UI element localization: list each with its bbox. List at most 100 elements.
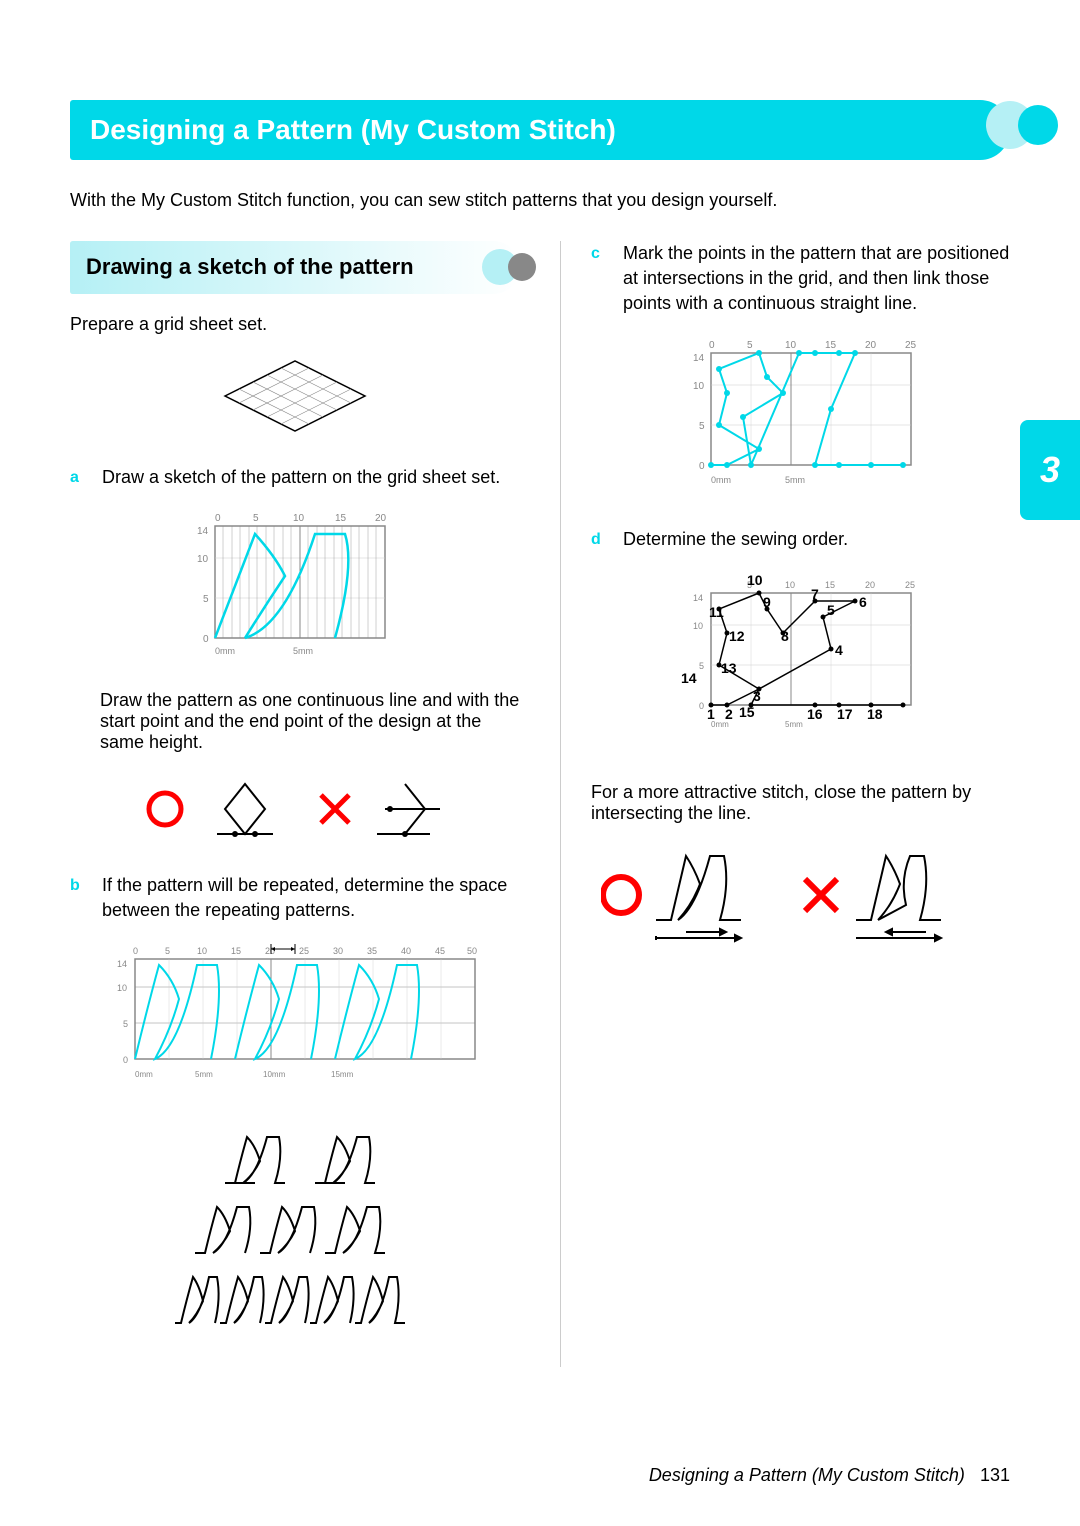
- svg-text:14: 14: [693, 353, 705, 364]
- svg-text:12: 12: [729, 628, 745, 644]
- step-c-text: Mark the points in the pattern that are …: [623, 241, 1010, 317]
- svg-text:0mm: 0mm: [215, 646, 235, 656]
- right-column: c Mark the points in the pattern that ar…: [560, 241, 1010, 1367]
- svg-text:14: 14: [197, 526, 209, 537]
- step-d-text: Determine the sewing order.: [623, 527, 848, 552]
- footer-page-number: 131: [980, 1465, 1010, 1485]
- svg-text:16: 16: [807, 706, 823, 722]
- svg-text:5: 5: [827, 602, 835, 618]
- svg-text:14: 14: [693, 593, 703, 603]
- svg-text:1: 1: [707, 706, 715, 722]
- step-d: d Determine the sewing order.: [591, 527, 1010, 552]
- intro-text: With the My Custom Stitch function, you …: [70, 190, 1010, 211]
- svg-text:15: 15: [825, 340, 837, 351]
- sub-header: Drawing a sketch of the pattern: [70, 241, 520, 294]
- svg-text:10: 10: [197, 946, 207, 956]
- svg-text:15: 15: [739, 704, 755, 720]
- svg-text:45: 45: [435, 946, 445, 956]
- svg-text:3: 3: [753, 688, 761, 704]
- svg-text:14: 14: [117, 959, 127, 969]
- step-a-letter: a: [70, 469, 90, 487]
- figure-ox-closing: [591, 840, 1010, 950]
- svg-text:13: 13: [721, 660, 737, 676]
- main-title-banner: Designing a Pattern (My Custom Stitch): [70, 100, 1010, 160]
- svg-text:5: 5: [165, 946, 170, 956]
- figure-grid-c: 0 5 10 15 20 25 14 10 5 0 0mm 5mm: [591, 333, 1010, 503]
- svg-text:30: 30: [333, 946, 343, 956]
- svg-text:10mm: 10mm: [263, 1070, 286, 1079]
- figure-grid-b: 0 5 10 15 20 25 30 35 40 45 50 14 10 5 0…: [70, 939, 520, 1099]
- svg-text:20: 20: [865, 340, 877, 351]
- svg-text:0: 0: [699, 701, 704, 711]
- svg-text:0: 0: [215, 513, 221, 524]
- svg-text:10: 10: [747, 572, 763, 588]
- grid-sheet-icon: [70, 351, 520, 441]
- svg-text:4: 4: [835, 642, 843, 658]
- svg-text:10: 10: [117, 983, 127, 993]
- svg-text:6: 6: [859, 594, 867, 610]
- svg-text:5: 5: [123, 1019, 128, 1029]
- svg-text:5: 5: [253, 513, 259, 524]
- svg-text:10: 10: [785, 340, 797, 351]
- svg-text:20: 20: [375, 513, 387, 524]
- svg-text:50: 50: [467, 946, 477, 956]
- svg-text:0: 0: [203, 634, 209, 645]
- svg-text:0: 0: [699, 461, 705, 472]
- svg-text:0: 0: [133, 946, 138, 956]
- svg-text:15: 15: [825, 580, 835, 590]
- svg-text:20: 20: [865, 580, 875, 590]
- svg-text:10: 10: [693, 381, 705, 392]
- svg-text:10: 10: [293, 513, 305, 524]
- figure-repeat-patterns: [70, 1123, 520, 1343]
- svg-text:5mm: 5mm: [293, 646, 313, 656]
- svg-text:18: 18: [867, 706, 883, 722]
- svg-text:5: 5: [699, 421, 705, 432]
- svg-text:15mm: 15mm: [331, 1070, 354, 1079]
- chapter-number: 3: [1040, 449, 1060, 491]
- step-c-letter: c: [591, 245, 611, 263]
- step-b: b If the pattern will be repeated, deter…: [70, 873, 520, 923]
- step-b-text: If the pattern will be repeated, determi…: [102, 873, 520, 923]
- step-a-text: Draw a sketch of the pattern on the grid…: [102, 465, 500, 490]
- svg-text:10: 10: [785, 580, 795, 590]
- svg-text:0mm: 0mm: [711, 475, 731, 485]
- svg-text:5mm: 5mm: [195, 1070, 213, 1079]
- svg-text:2: 2: [725, 706, 733, 722]
- svg-text:5: 5: [747, 340, 753, 351]
- svg-text:10: 10: [197, 554, 209, 565]
- svg-text:25: 25: [905, 580, 915, 590]
- svg-text:5mm: 5mm: [785, 720, 803, 729]
- svg-text:8: 8: [781, 628, 789, 644]
- step-c: c Mark the points in the pattern that ar…: [591, 241, 1010, 317]
- step-a: a Draw a sketch of the pattern on the gr…: [70, 465, 520, 490]
- left-column: Drawing a sketch of the pattern Prepare …: [70, 241, 520, 1367]
- svg-text:15: 15: [335, 513, 347, 524]
- svg-text:7: 7: [811, 586, 819, 602]
- step-d-letter: d: [591, 531, 611, 549]
- svg-text:0mm: 0mm: [135, 1070, 153, 1079]
- figure-grid-a: 0 5 10 15 20 14 10 5 0 0mm 5mm: [70, 506, 520, 666]
- main-title: Designing a Pattern (My Custom Stitch): [90, 114, 616, 145]
- svg-text:5mm: 5mm: [785, 475, 805, 485]
- step-d-note: For a more attractive stitch, close the …: [591, 782, 1010, 824]
- svg-text:10: 10: [693, 621, 703, 631]
- figure-grid-d: 5 10 15 20 25 14 10 5 0 0mm 5mm: [591, 568, 1010, 758]
- svg-text:25: 25: [905, 340, 917, 351]
- svg-text:0: 0: [123, 1055, 128, 1065]
- step-a-note: Draw the pattern as one continuous line …: [100, 690, 520, 753]
- page-footer: Designing a Pattern (My Custom Stitch) 1…: [649, 1465, 1010, 1486]
- svg-text:25: 25: [299, 946, 309, 956]
- figure-ox-diamond: [70, 769, 520, 849]
- svg-text:35: 35: [367, 946, 377, 956]
- sub-header-title: Drawing a sketch of the pattern: [86, 253, 504, 282]
- svg-text:17: 17: [837, 706, 853, 722]
- prepare-text: Prepare a grid sheet set.: [70, 314, 520, 335]
- svg-text:5: 5: [203, 594, 209, 605]
- title-decoration-icon: [980, 90, 1060, 160]
- svg-text:20: 20: [265, 946, 275, 956]
- svg-text:14: 14: [681, 670, 697, 686]
- footer-title: Designing a Pattern (My Custom Stitch): [649, 1465, 965, 1485]
- svg-text:0: 0: [709, 340, 715, 351]
- svg-text:40: 40: [401, 946, 411, 956]
- svg-text:15: 15: [231, 946, 241, 956]
